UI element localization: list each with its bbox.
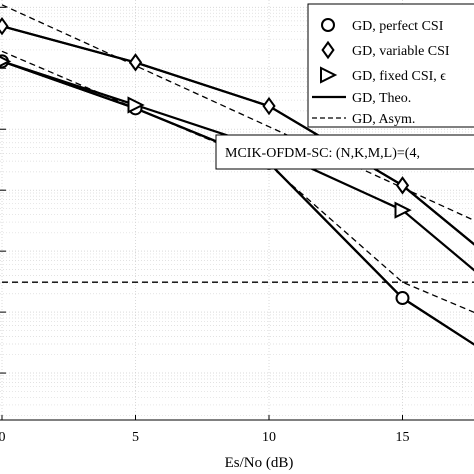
data-point-gd-perfect-csi [395, 291, 410, 306]
x-axis-ticks: 05101520253035 [0, 415, 410, 445]
x-tick-label: 10 [262, 430, 276, 445]
legend-marker-gd-perfect-csi [321, 18, 335, 32]
annotation-frame [215, 134, 474, 170]
legend-label: GD, variable CSI [352, 44, 450, 59]
x-axis-label: Es/No (dB) [225, 455, 294, 471]
legend: GD, perfect CSI GD, variable CSI GD, fixed… [307, 3, 474, 128]
x-tick-label: 5 [132, 430, 139, 445]
x-tick-label: 15 [396, 430, 410, 445]
legend-item-gd-asym: GD, Asym. [312, 112, 415, 127]
annotation-text: MCIK-OFDM-SC: (N,K,M,L)=(4, [225, 146, 420, 161]
series-line-gd-theo [1, 60, 474, 346]
legend-item-gd-perfect-csi: GD, perfect CSI [321, 18, 444, 34]
legend-marker-gd-fixed-csi [320, 66, 338, 84]
data-point-gd-variable-csi [395, 176, 410, 195]
x-tick-label: 0 [0, 430, 6, 445]
legend-frame [307, 3, 474, 128]
data-point-gd-fixed-csi [127, 96, 145, 114]
data-point-gd-fixed-csi [394, 201, 412, 219]
data-point-gd-variable-csi [0, 16, 9, 36]
annotation-box: MCIK-OFDM-SC: (N,K,M,L)=(4, [215, 134, 474, 170]
data-point-gd-fixed-csi [0, 55, 12, 67]
series-line-gd-fixed-csi [1, 60, 474, 272]
legend-label: GD, Theo. [352, 91, 411, 106]
legend-item-gd-fixed-csi: GD, fixed CSI, ϵ [320, 66, 446, 84]
data-point-gd-variable-csi [262, 96, 276, 116]
legend-item-gd-theo: GD, Theo. [312, 91, 411, 106]
legend-label: GD, perfect CSI [352, 19, 444, 34]
legend-item-gd-variable-csi: GD, variable CSI [321, 40, 450, 60]
legend-label: GD, Asym. [352, 112, 415, 127]
legend-label: GD, fixed CSI, ϵ [352, 69, 446, 84]
legend-marker-gd-variable-csi [321, 40, 335, 60]
series-line-gd-asym [1, 50, 474, 314]
data-point-gd-variable-csi [128, 53, 143, 72]
